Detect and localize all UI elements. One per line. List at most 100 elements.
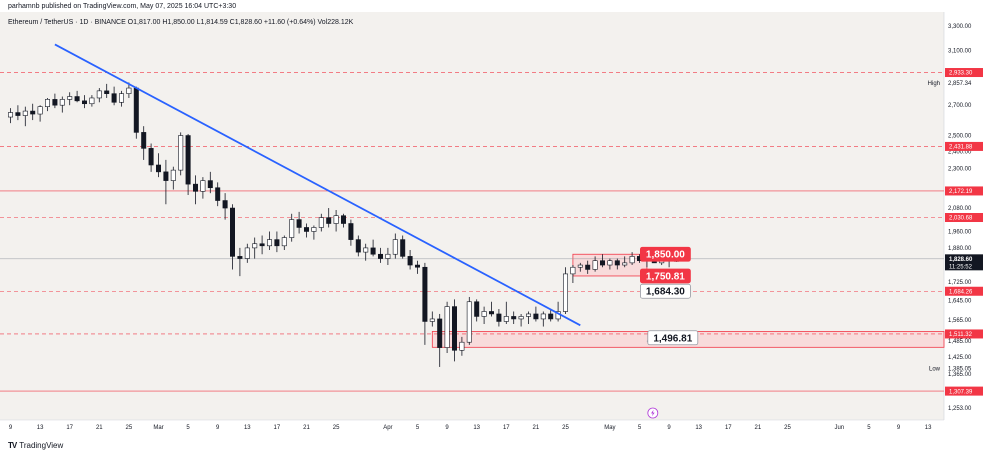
candle-down [230,207,236,257]
candle-up [244,247,250,259]
price-tag [945,254,983,271]
candle-up [281,237,287,247]
x-tick-label: 5 [416,425,420,431]
candle-down [215,187,221,201]
candle-up [466,301,472,343]
y-tick-label: 2,500.00 [948,134,972,140]
candle-down [185,135,191,185]
x-tick-label: 21 [96,425,103,431]
candle-up [8,112,14,118]
price-tag [945,286,983,296]
price-tag-label: 1,828.60 [949,257,973,263]
candle-up [200,180,206,192]
price-tag [945,186,983,196]
candle-up [518,316,524,320]
x-tick-label: 9 [216,425,220,431]
callout-box [640,246,691,262]
candle-down [533,313,539,320]
candle-down [348,223,354,240]
price-tag [945,68,983,78]
candle-up [126,87,132,94]
price-tag [945,386,983,396]
candle-up [170,169,176,181]
price-tag-label: 1,684.26 [949,289,973,295]
lightning-icon-bolt [651,409,655,417]
candle-up [363,247,369,253]
candle-up [59,99,65,106]
candle-up [44,99,50,107]
candle-down [274,239,280,247]
candle-down [296,219,302,228]
y-tick-label: 1,645.00 [948,299,972,305]
publisher-line: parhamnb published on TradingView.com, M… [8,3,237,10]
y-tick-label: 2,080.00 [948,206,972,212]
candle-up [481,311,487,317]
x-tick-label: 25 [333,425,340,431]
low-value-label: 1,385.05 [948,366,972,372]
candle-up [525,313,531,317]
x-tick-label: 21 [533,425,540,431]
candle-down [548,313,554,320]
candle-up [266,239,272,247]
x-tick-label: 9 [667,425,671,431]
extreme-label: Low [929,366,941,372]
x-tick-label: 13 [473,425,480,431]
price-tag-label: 2,933.30 [949,71,973,77]
symbol-ohlc-line[interactable]: Ethereum / TetherUS · 1D · BINANCE O1,81… [8,19,354,26]
candle-down [370,247,376,255]
candle-down [474,301,480,317]
candle-down [326,217,332,224]
candle-down [303,227,309,232]
y-tick-label: 2,700.00 [948,103,972,109]
candle-down [148,148,154,166]
x-tick-label: Jun [834,425,844,431]
x-tick-label: 21 [303,425,310,431]
x-tick-label: 17 [725,425,732,431]
plot-area [0,12,944,420]
x-tick-label: 13 [244,425,251,431]
candle-down [451,306,457,351]
tradingview-logo[interactable]: TV TradingView [8,441,63,450]
candle-up [89,97,95,105]
candle-up [540,313,546,320]
candle-up [289,219,295,238]
candle-up [37,106,43,115]
candle-down [207,180,213,189]
candle-up [119,93,125,103]
candle-down [163,171,169,181]
candle-down [585,264,591,270]
y-tick-label: 3,300.00 [948,24,972,30]
y-tick-label: 2,400.00 [948,150,972,156]
candle-down [599,260,605,266]
y-tick-label: 1,565.00 [948,318,972,324]
price-tag [945,329,983,339]
y-tick-label: 1,425.00 [948,355,972,361]
candle-down [437,318,443,348]
y-tick-label: 1,365.00 [948,372,972,378]
candle-up [385,253,391,259]
y-tick-label: 2,300.00 [948,166,972,172]
candle-up [67,96,73,100]
candle-down [496,313,502,322]
callout-box [640,268,691,284]
callout-label: 1,850.00 [646,250,685,261]
candle-down [74,96,80,102]
price-tag-label: 2,030.68 [949,216,973,222]
candle-down [141,132,147,149]
candle-down [193,183,199,192]
price-axis [944,12,984,435]
candle-up [592,260,598,270]
price-tag [945,213,983,223]
y-tick-label: 2,857.34 [948,81,972,87]
x-tick-label: 5 [638,425,642,431]
x-tick-label: 5 [867,425,871,431]
x-tick-label: 9 [9,425,13,431]
candle-up [622,262,628,266]
x-tick-label: Mar [153,425,163,431]
candle-up [318,217,324,228]
candle-down [259,243,265,247]
candle-down [30,110,36,115]
y-tick-label: 1,253.00 [948,406,972,412]
x-tick-label: Apr [383,425,392,431]
